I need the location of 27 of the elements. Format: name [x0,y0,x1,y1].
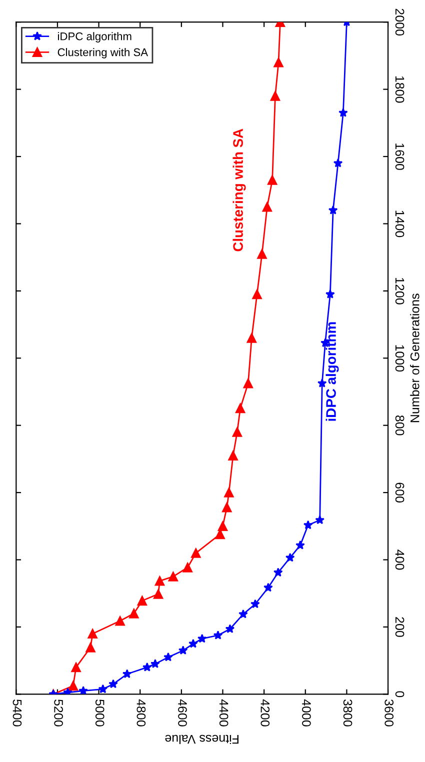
legend-label: iDPC algorithm [58,32,132,42]
x-tick-label: 5400 [12,700,22,726]
x-tick-label: 4400 [219,699,228,726]
y-tick-label: 400 [395,550,404,570]
x-tick-label: 4200 [260,699,270,726]
x-tick-label: 5000 [95,700,104,726]
x-tick-label: 5200 [54,700,63,726]
y-tick-label: 2000 [395,8,404,36]
x-tick-label: 3800 [343,700,352,726]
y-tick-label: 1400 [395,210,404,238]
y-tick-label: 1000 [395,345,404,372]
x-tick-label: 4800 [136,699,146,726]
y-tick-label: 0 [395,691,404,698]
x-tick-label: 4000 [302,699,311,726]
y-tick-label: 1200 [395,278,404,304]
y-tick-label: 200 [395,617,404,637]
annotation: iDPC algorithm [326,322,339,421]
annotation: Clustering with SA [232,128,246,252]
legend-label: Clustering with SA [58,48,148,58]
y-tick-label: 1800 [395,76,404,103]
x-tick-label: 3600 [384,700,394,726]
y-axis-title: Number of Generations [410,294,420,422]
y-tick-label: 1600 [395,144,404,170]
y-tick-label: 600 [395,482,404,502]
x-tick-label: 4600 [178,699,187,726]
x-axis-title: Fitness Value [165,734,238,744]
y-tick-label: 800 [395,415,404,436]
